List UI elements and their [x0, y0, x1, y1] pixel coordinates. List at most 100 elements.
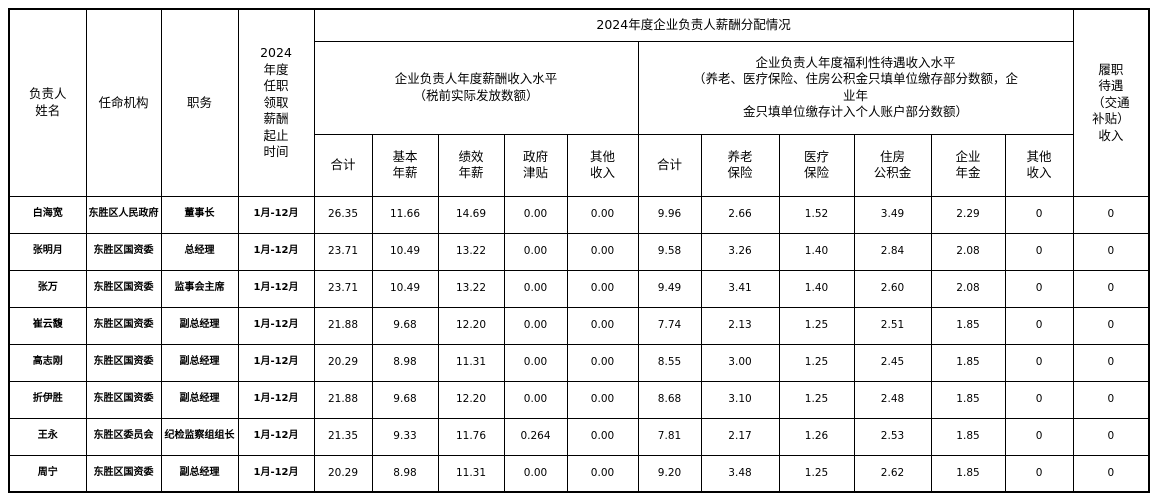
- value-cell: 2.08: [930, 269, 1006, 308]
- value-cell: 0: [1004, 306, 1074, 345]
- agency-cell: 东胜区国资委: [85, 380, 162, 419]
- value-cell: 2.17: [700, 417, 780, 456]
- value-cell: 0: [1072, 195, 1150, 234]
- header-enterprise-annuity: 企业 年金: [930, 133, 1006, 197]
- value-cell: 7.81: [637, 417, 702, 456]
- name-cell: 白海宽: [8, 195, 87, 234]
- header-name: 负责人 姓名: [8, 8, 87, 197]
- name-cell: 张明月: [8, 232, 87, 271]
- value-cell: 9.96: [637, 195, 702, 234]
- value-cell: 0.00: [566, 454, 639, 493]
- value-cell: 0.00: [503, 306, 568, 345]
- value-cell: 2.62: [853, 454, 932, 493]
- value-cell: 21.88: [313, 380, 373, 419]
- position-cell: 副总经理: [160, 306, 239, 345]
- header-position: 职务: [160, 8, 239, 197]
- value-cell: 3.00: [700, 343, 780, 382]
- table-row: 张万 东胜区国资委 监事会主席 1月-12月 23.71 10.49 13.22 0.00 0.…: [8, 269, 1150, 308]
- name-cell: 周宁: [8, 454, 87, 493]
- value-cell: 9.33: [371, 417, 439, 456]
- value-cell: 1.25: [778, 454, 855, 493]
- value-cell: 2.60: [853, 269, 932, 308]
- value-cell: 10.49: [371, 232, 439, 271]
- position-cell: 副总经理: [160, 454, 239, 493]
- value-cell: 0: [1004, 232, 1074, 271]
- position-cell: 副总经理: [160, 343, 239, 382]
- value-cell: 1.40: [778, 232, 855, 271]
- table-header: 负责人 姓名 任命机构 职务 2024 年度 任职 领取 薪酬 起止 时间 20…: [8, 8, 1150, 197]
- table-row: 白海宽 东胜区人民政府 董事长 1月-12月 26.35 11.66 14.69 0.00 0.…: [8, 195, 1150, 234]
- value-cell: 23.71: [313, 232, 373, 271]
- header-row-subgroups: 企业负责人年度薪酬收入水平 （税前实际发放数额） 企业负责人年度福利性待遇收入水…: [9, 40, 1149, 135]
- value-cell: 0: [1004, 417, 1074, 456]
- agency-cell: 东胜区国资委: [85, 269, 162, 308]
- period-cell: 1月-12月: [237, 195, 315, 234]
- period-cell: 1月-12月: [237, 269, 315, 308]
- value-cell: 2.08: [930, 232, 1006, 271]
- value-cell: 11.31: [437, 343, 505, 382]
- header-group-title: 2024年度企业负责人薪酬分配情况: [313, 8, 1074, 42]
- value-cell: 0: [1072, 306, 1150, 345]
- value-cell: 2.48: [853, 380, 932, 419]
- value-cell: 1.85: [930, 306, 1006, 345]
- value-cell: 8.55: [637, 343, 702, 382]
- value-cell: 2.66: [700, 195, 780, 234]
- period-cell: 1月-12月: [237, 232, 315, 271]
- table-row: 张明月 东胜区国资委 总经理 1月-12月 23.71 10.49 13.22 0.00 0.0…: [8, 232, 1150, 271]
- value-cell: 9.68: [371, 306, 439, 345]
- value-cell: 8.98: [371, 343, 439, 382]
- value-cell: 0: [1004, 269, 1074, 308]
- value-cell: 1.25: [778, 306, 855, 345]
- agency-cell: 东胜区国资委: [85, 232, 162, 271]
- value-cell: 23.71: [313, 269, 373, 308]
- value-cell: 2.29: [930, 195, 1006, 234]
- value-cell: 11.66: [371, 195, 439, 234]
- value-cell: 9.58: [637, 232, 702, 271]
- value-cell: 20.29: [313, 454, 373, 493]
- table-row: 周宁 东胜区国资委 副总经理 1月-12月 20.29 8.98 11.31 0.00 0.00…: [8, 454, 1150, 493]
- value-cell: 1.85: [930, 454, 1006, 493]
- header-salary-total: 合计: [313, 133, 373, 197]
- value-cell: 3.49: [853, 195, 932, 234]
- header-row-group: 负责人 姓名 任命机构 职务 2024 年度 任职 领取 薪酬 起止 时间 20…: [8, 8, 1150, 197]
- value-cell: 0: [1072, 380, 1150, 419]
- value-cell: 13.22: [437, 232, 505, 271]
- value-cell: 1.52: [778, 195, 855, 234]
- value-cell: 1.40: [778, 269, 855, 308]
- header-other-income-welfare: 其他 收入: [1004, 133, 1074, 197]
- value-cell: 2.84: [853, 232, 932, 271]
- value-cell: 0: [1072, 454, 1150, 493]
- position-cell: 监事会主席: [160, 269, 239, 308]
- value-cell: 1.85: [930, 343, 1006, 382]
- value-cell: 8.98: [371, 454, 439, 493]
- header-row-columns: 合计 基本 年薪 绩效 年薪 政府 津贴 其他 收入 合计 养老 保险 医疗 保…: [9, 133, 1149, 197]
- value-cell: 0.00: [566, 343, 639, 382]
- salary-table: 负责人 姓名 任命机构 职务 2024 年度 任职 领取 薪酬 起止 时间 20…: [8, 8, 1151, 493]
- value-cell: 26.35: [313, 195, 373, 234]
- value-cell: 0.00: [503, 454, 568, 493]
- value-cell: 3.48: [700, 454, 780, 493]
- agency-cell: 东胜区国资委: [85, 306, 162, 345]
- header-base-salary: 基本 年薪: [371, 133, 439, 197]
- value-cell: 12.20: [437, 380, 505, 419]
- value-cell: 0.00: [503, 269, 568, 308]
- header-gov-allowance: 政府 津贴: [503, 133, 568, 197]
- value-cell: 12.20: [437, 306, 505, 345]
- value-cell: 20.29: [313, 343, 373, 382]
- value-cell: 2.13: [700, 306, 780, 345]
- value-cell: 0.00: [503, 232, 568, 271]
- value-cell: 0: [1004, 195, 1074, 234]
- period-cell: 1月-12月: [237, 306, 315, 345]
- value-cell: 0.264: [503, 417, 568, 456]
- value-cell: 1.25: [778, 380, 855, 419]
- header-welfare-group: 企业负责人年度福利性待遇收入水平 （养老、医疗保险、住房公积金只填单位缴存部分数…: [637, 40, 1074, 135]
- value-cell: 0.00: [503, 343, 568, 382]
- value-cell: 11.76: [437, 417, 505, 456]
- value-cell: 9.20: [637, 454, 702, 493]
- value-cell: 0.00: [503, 195, 568, 234]
- table-row: 崔云馥 东胜区国资委 副总经理 1月-12月 21.88 9.68 12.20 0.00 0.0…: [8, 306, 1150, 345]
- name-cell: 折伊胜: [8, 380, 87, 419]
- value-cell: 7.74: [637, 306, 702, 345]
- header-period: 2024 年度 任职 领取 薪酬 起止 时间: [237, 8, 315, 197]
